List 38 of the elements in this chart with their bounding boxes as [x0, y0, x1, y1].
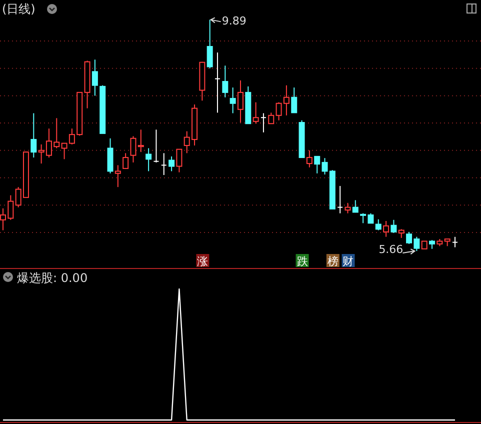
candlestick [176, 148, 182, 173]
chart-title: (日线) [2, 2, 36, 16]
candlestick [160, 152, 167, 176]
annotation: 5.66 [378, 243, 404, 256]
annotation: 涨 [197, 255, 208, 268]
candlestick [107, 138, 114, 174]
candlestick [206, 19, 213, 69]
candlestick [114, 164, 121, 188]
candlestick [306, 150, 312, 168]
annotation: 财 [342, 255, 354, 268]
candlestick [375, 218, 382, 231]
candlestick [452, 236, 458, 248]
annotation: 榜 [327, 255, 338, 268]
candlestick [252, 102, 259, 124]
annotation: 9.89 [222, 14, 246, 28]
candlestick [291, 87, 298, 114]
candlestick [337, 185, 344, 214]
candlestick [168, 156, 175, 172]
candlestick [230, 87, 236, 114]
candlestick [260, 112, 266, 133]
chart-title: 爆选股: 0.00 [17, 271, 88, 285]
candlestick [92, 59, 98, 96]
candlestick [138, 129, 144, 153]
annotation: 跌 [296, 255, 308, 268]
candlestick [352, 200, 358, 213]
candlestick [383, 220, 390, 238]
candlestick [130, 136, 136, 163]
candlestick [153, 129, 160, 163]
candlestick [237, 80, 244, 124]
candlestick [268, 112, 274, 124]
candlestick [214, 52, 221, 114]
candlestick [30, 112, 37, 158]
candlestick [222, 65, 228, 98]
candlestick [146, 148, 152, 172]
candlestick [390, 219, 397, 234]
candlestick [314, 156, 320, 174]
candlestick [344, 202, 351, 214]
candlestick [122, 152, 129, 170]
